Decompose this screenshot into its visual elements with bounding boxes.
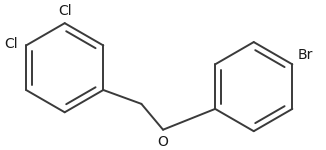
Text: O: O [157, 135, 169, 149]
Text: Cl: Cl [58, 4, 71, 18]
Text: Cl: Cl [4, 37, 18, 51]
Text: Br: Br [298, 48, 313, 62]
